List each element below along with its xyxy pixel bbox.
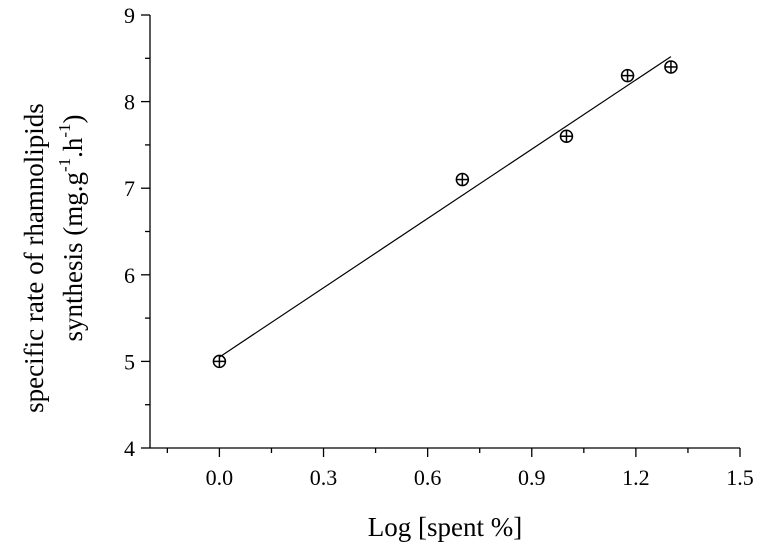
y-axis-label-part-b: .h — [58, 137, 88, 158]
y-tick-label: 9 — [124, 3, 135, 28]
data-point — [212, 354, 227, 369]
y-tick-label: 7 — [124, 176, 135, 201]
x-tick-label: 0.3 — [310, 465, 338, 490]
fit-line — [219, 56, 672, 358]
y-tick-label: 5 — [124, 349, 135, 374]
data-point — [455, 172, 470, 187]
y-axis-label-exp1: -1 — [55, 158, 74, 172]
y-axis-label-part-a: synthesis (mg.g — [58, 172, 88, 342]
axes — [149, 15, 740, 449]
data-point — [559, 129, 574, 143]
x-tick-label: 1.5 — [726, 465, 754, 490]
y-tick-label: 8 — [124, 90, 135, 115]
x-tick-label: 0.9 — [518, 465, 546, 490]
data-point — [620, 68, 635, 83]
x-tick-label: 1.2 — [622, 465, 650, 490]
y-axis-label-line1: specific rate of rhamnolipids — [19, 103, 49, 413]
ticks — [141, 14, 741, 457]
fit-line-group — [219, 56, 672, 358]
tick-labels: 0.0 0.3 0.6 0.9 1.2 1.5 4 5 6 7 8 9 — [124, 3, 754, 490]
y-tick-label: 6 — [124, 263, 135, 288]
data-point — [664, 60, 678, 74]
y-axis-label-part-c: ) — [58, 114, 88, 123]
x-axis-label: Log [spent %] — [368, 512, 522, 542]
x-tick-label: 0.0 — [206, 465, 234, 490]
y-tick-label: 4 — [124, 436, 135, 461]
x-tick-label: 0.6 — [414, 465, 442, 490]
y-axis-label-exp2: -1 — [55, 123, 74, 137]
data-points — [212, 60, 678, 369]
y-axis-label-line2: synthesis (mg.g-1.h-1) — [55, 114, 88, 341]
